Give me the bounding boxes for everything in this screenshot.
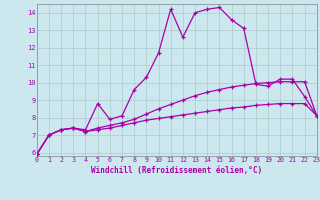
X-axis label: Windchill (Refroidissement éolien,°C): Windchill (Refroidissement éolien,°C) [91,166,262,175]
